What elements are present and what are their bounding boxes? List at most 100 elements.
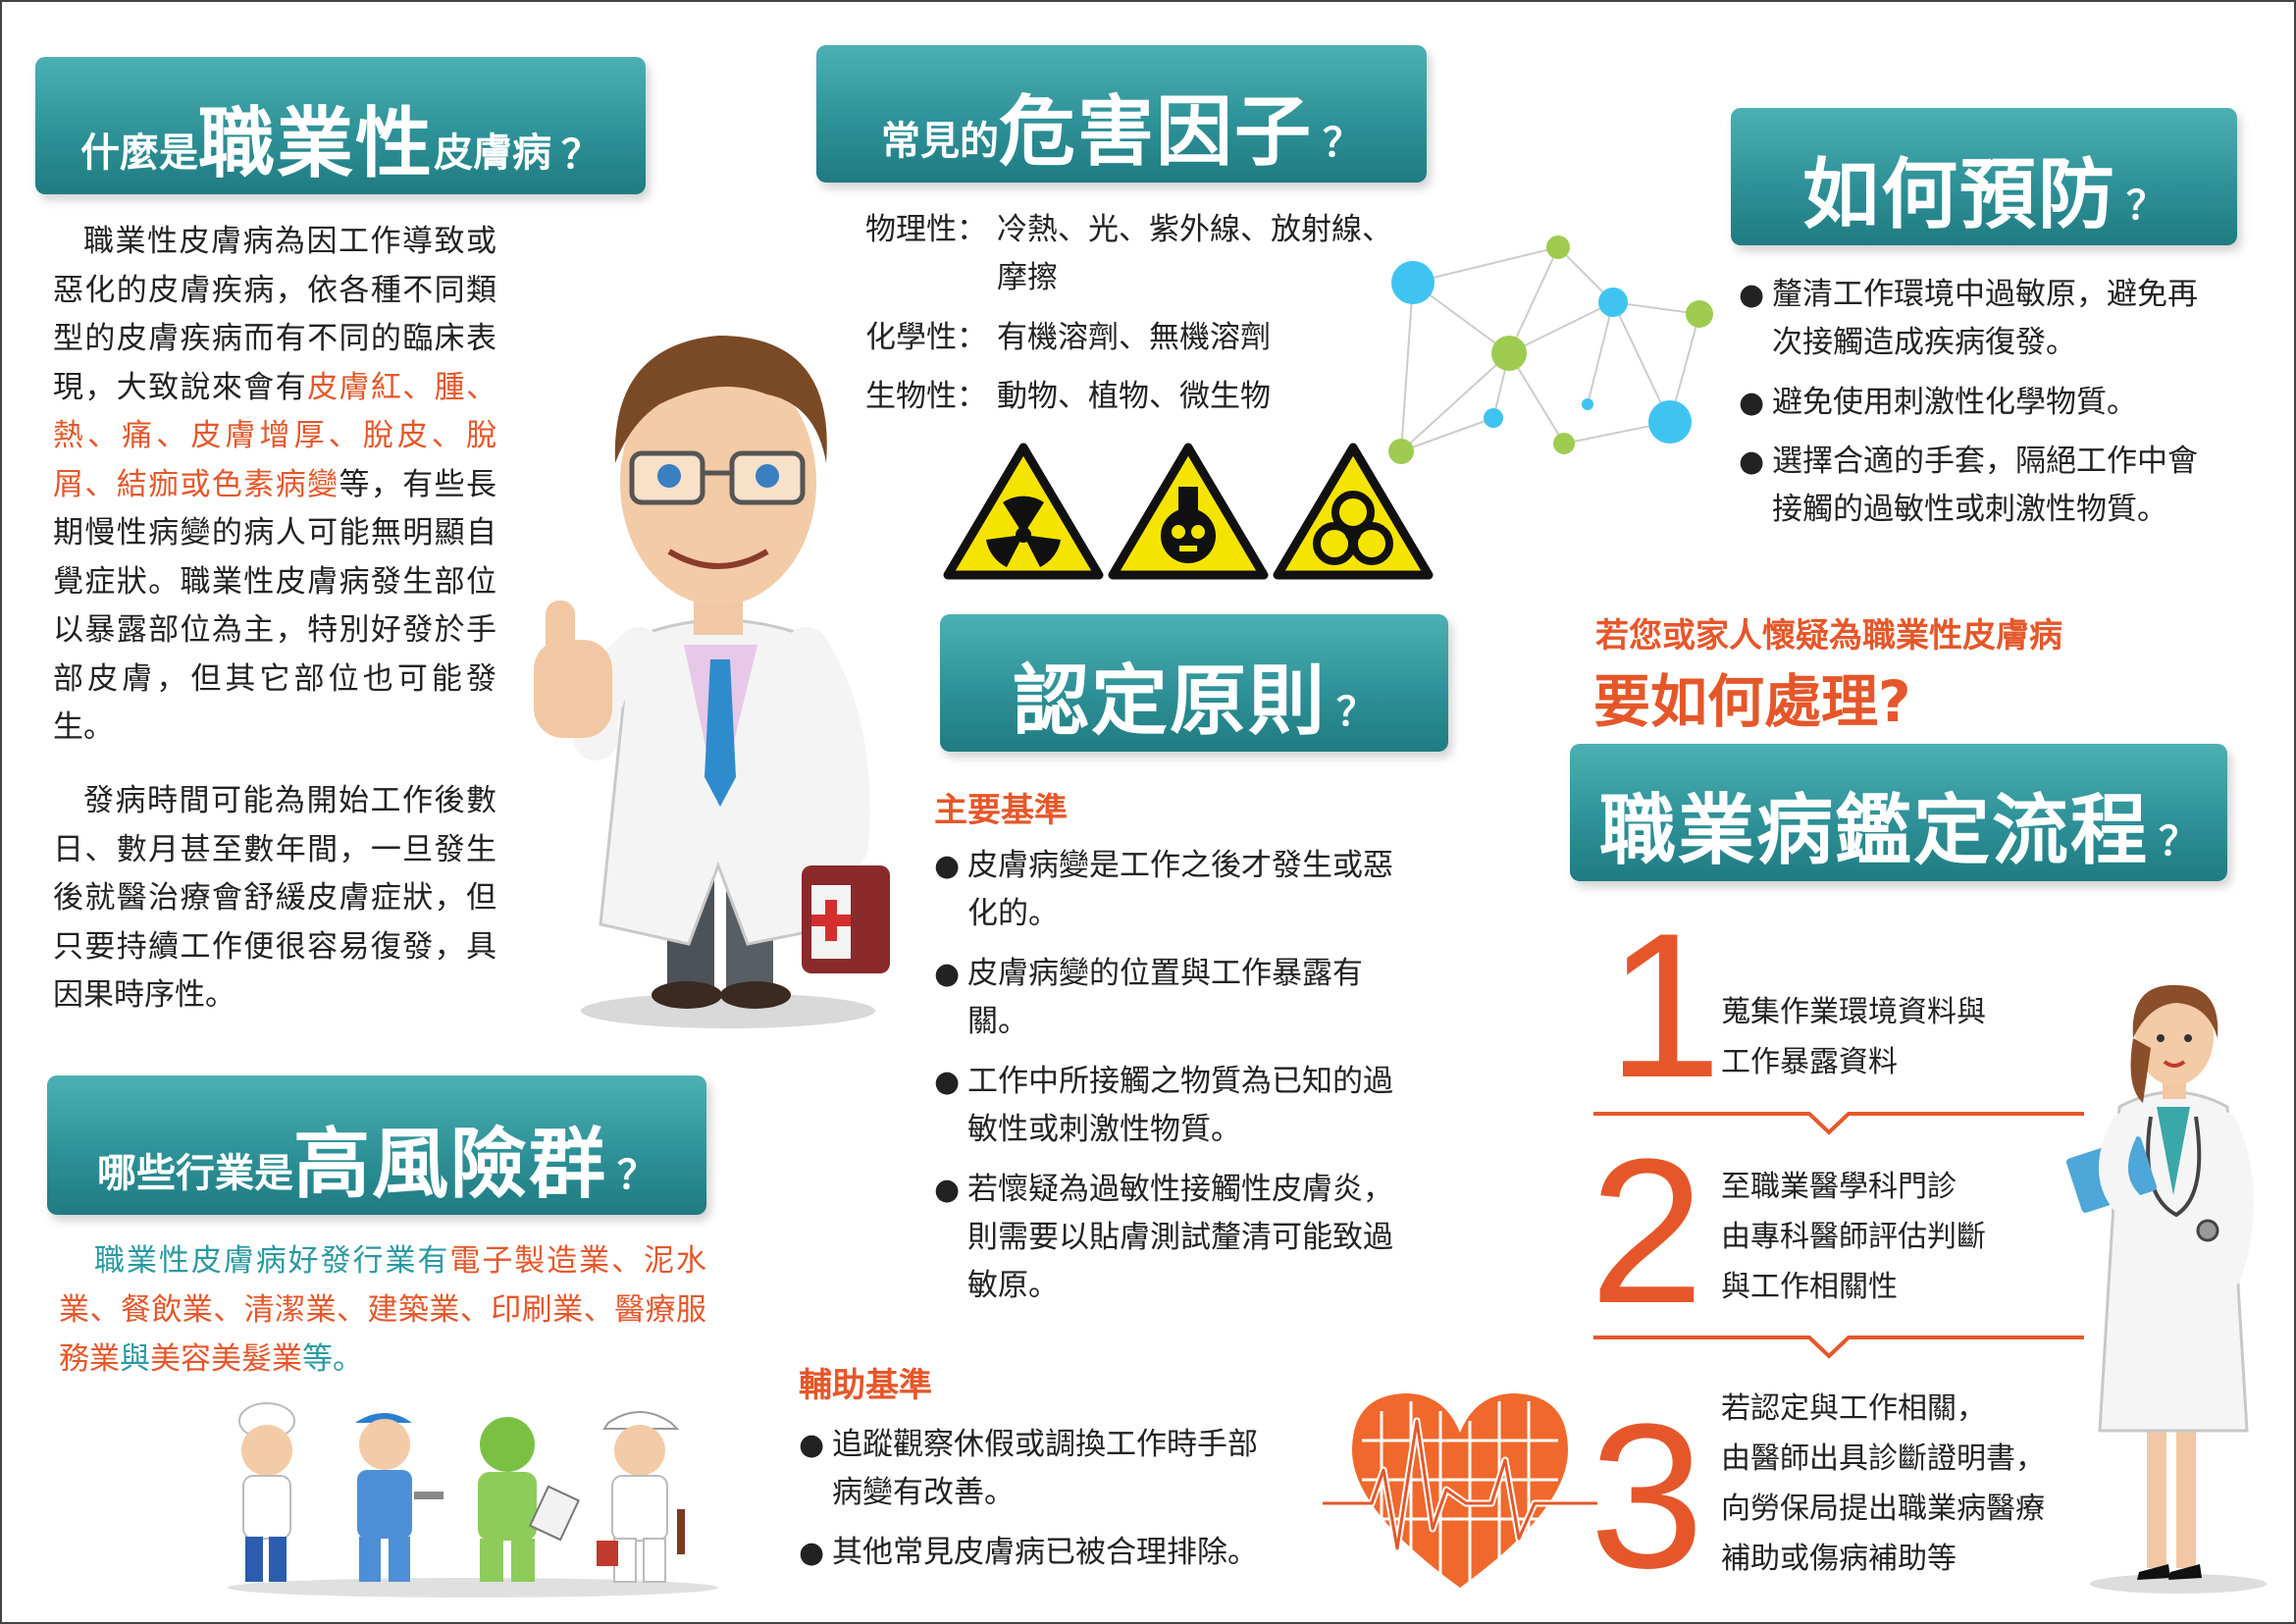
bullet-dot: ● [1739,386,1765,420]
what-is-text-a: 職業性皮膚病為因工作導致或惡化的皮膚疾病，依各種不同類型的皮膚疾病而有不同的臨床… [53,224,496,405]
criteria-line: 關。 [967,1004,1028,1039]
hazard-physical-cont: 摩擦 [997,254,1058,302]
what-is-paragraph-2: 發病時間可能為開始工作後數日、數月甚至數年間，一旦發生後就醫治療會舒緩皮膚症狀，… [53,777,496,1021]
step-2-text: 至職業醫學科門診 由專科醫師評估判斷 與工作相關性 [1721,1162,1986,1312]
process-lead: 若您或家人懷疑為職業性皮膚病 [1595,616,2062,655]
high-risk-beauty: 美容美髮業 [150,1341,302,1377]
main-criteria-item-4: ● 若懷疑為過敏性接觸性皮膚炎， 則需要以貼膚測試釐清可能致過 敏原。 [934,1166,1464,1310]
criteria-line: 則需要以貼膚測試釐清可能致過 [967,1220,1393,1255]
hazard-chemical: 化學性： 有機溶劑、無機溶劑 [865,314,1271,362]
prevention-item-2: ● 避免使用刺激性化學物質。 [1739,379,2269,427]
criteria-line: 皮膚病變的位置與工作暴露有 [967,956,1363,991]
hazard-text: 有機溶劑、無機溶劑 [997,320,1271,355]
bullet-dot: ● [1739,445,1765,479]
criteria-line: 其他常見皮膚病已被合理排除。 [832,1535,1258,1570]
question-mark: ？ [617,1153,656,1198]
title-post: 皮膚病 [434,131,551,176]
biohazard-warning-icon [1273,443,1434,580]
title-pre: 常見的 [880,119,999,164]
male-doctor-illustration [534,336,890,1028]
title-big: 危害因子 [998,88,1313,177]
aux-criteria-item-1: ● 追蹤觀察休假或調換工作時手部 病變有改善。 [799,1421,1348,1517]
step-line: 與工作相關性 [1721,1270,1898,1304]
title-big: 職業性 [197,100,434,188]
step-line: 工作暴露資料 [1721,1045,1898,1079]
prevention-line: 次接觸造成疾病復發。 [1772,325,2076,360]
prevention-line: 接觸的過敏性或刺激性物質。 [1772,492,2167,527]
hazard-label: 化學性： [865,320,987,355]
bullet-dot: ● [934,849,961,883]
high-risk-text-b: 與 [120,1341,150,1377]
what-is-paragraph-1: 職業性皮膚病為因工作導致或惡化的皮膚疾病，依各種不同類型的皮膚疾病而有不同的臨床… [53,218,496,753]
question-mark: ？ [561,132,600,178]
high-risk-text-c: 等。 [302,1341,363,1377]
criteria-line: 病變有改善。 [832,1475,1015,1510]
aux-criteria-heading: 輔助基準 [799,1366,932,1405]
bullet-dot: ● [934,1173,961,1207]
step-number-1: 1 [1607,890,1722,1121]
criteria-line: 敏原。 [967,1268,1059,1303]
step-line: 蒐集作業環境資料與 [1721,995,1986,1029]
what-is-onset-text: 發病時間可能為開始工作後數日、數月甚至數年間，一旦發生後就醫治療會舒緩皮膚症狀，… [53,783,496,1013]
step-line: 由專科醫師評估判斷 [1721,1220,1986,1254]
main-criteria-heading: 主要基準 [934,791,1068,830]
title-big: 認定原則 [1012,657,1327,746]
hazard-text: 動物、植物、微生物 [997,379,1271,414]
radiation-warning-icon [943,443,1104,580]
prevention-item-1: ● 釐清工作環境中過敏原，避免再 次接觸造成疾病復發。 [1739,271,2269,367]
question-mark: ？ [2159,819,2198,864]
criteria-line: 若懷疑為過敏性接觸性皮膚炎， [967,1172,1393,1207]
bullet-dot: ● [799,1536,825,1570]
criteria-line: 追蹤觀察休假或調換工作時手部 [832,1427,1258,1462]
step-number-3: 3 [1590,1381,1704,1611]
step-1-text: 蒐集作業環境資料與 工作暴露資料 [1721,987,1986,1087]
banner-what-is: 什麼是 職業性 皮膚病 ？ [35,57,646,194]
title-big: 如何預防 [1801,151,2116,239]
high-risk-industries: 電子製造業、泥水業、餐飲業、清潔業、建築業、印刷業、醫療服務業 [59,1243,707,1377]
main-criteria-item-2: ● 皮膚病變的位置與工作暴露有 關。 [934,950,1464,1046]
prevention-line: 釐清工作環境中過敏原，避免再 [1772,277,2198,312]
banner-hazards: 常見的 危害因子 ？ [816,45,1427,183]
prevention-line: 選擇合適的手套，隔絕工作中會 [1772,444,2198,479]
prevention-line: 避免使用刺激性化學物質。 [1772,385,2137,420]
banner-high-risk: 哪些行業是 高風險群 ？ [47,1075,706,1215]
banner-prevention: 如何預防 ？ [1731,108,2237,245]
step-number-2: 2 [1590,1116,1704,1346]
criteria-line: 敏性或刺激性物質。 [967,1112,1241,1147]
step-line: 由醫師出具診斷證明書， [1721,1441,2045,1476]
chemical-warning-icon [1108,443,1269,580]
question-mark: ？ [2126,183,2166,229]
step-3-text: 若認定與工作相關， 由醫師出具診斷證明書， 向勞保局提出職業病醫療 補助或傷病補… [1721,1384,2045,1584]
workers-illustration [228,1402,718,1598]
step-divider-arrow [1593,1112,2084,1135]
bullet-dot: ● [934,1065,961,1099]
title-big: 職業病鑑定流程 [1598,787,2149,875]
hazard-text: 冷熱、光、紫外線、放射線、 [997,212,1392,247]
question-mark: ？ [1336,690,1376,735]
prevention-item-3: ● 選擇合適的手套，隔絕工作中會 接觸的過敏性或刺激性物質。 [1739,438,2269,534]
main-criteria-item-1: ● 皮膚病變是工作之後才發生或惡 化的。 [934,842,1464,938]
criteria-line: 皮膚病變是工作之後才發生或惡 [967,848,1393,883]
what-is-text-b: 等，有些長期慢性病變的病人可能無明顯自覺症狀。職業性皮膚病發生部位以暴露部位為主… [53,466,497,746]
title-pre: 哪些行業是 [96,1151,293,1196]
hazard-biological: 生物性： 動物、植物、微生物 [865,373,1271,421]
bullet-dot: ● [934,957,961,991]
banner-criteria: 認定原則 ？ [940,614,1448,752]
step-line: 至職業醫學科門診 [1721,1170,1957,1204]
hazard-label: 物理性： [865,212,987,247]
step-line: 若認定與工作相關， [1721,1391,1986,1426]
bullet-dot: ● [1739,278,1765,312]
molecule-network-illustration [1388,236,1713,464]
step-divider-arrow [1593,1336,2084,1359]
hazard-label: 生物性： [865,379,987,414]
main-criteria-item-3: ● 工作中所接觸之物質為已知的過 敏性或刺激性物質。 [934,1058,1464,1154]
process-lead-big: 要如何處理? [1593,668,1911,735]
high-risk-paragraph: 職業性皮膚病好發行業有電子製造業、泥水業、餐飲業、清潔業、建築業、印刷業、醫療服… [59,1236,706,1384]
step-line: 補助或傷病補助等 [1721,1542,1957,1576]
what-is-symptoms: 皮膚紅、腫、熱、痛、皮膚增厚、脫皮、脫屑、結痂或色素病變 [53,369,497,502]
hazard-text: 摩擦 [997,260,1058,295]
criteria-line: 化的。 [967,896,1059,931]
banner-process: 職業病鑑定流程 ？ [1570,744,2227,881]
title-big: 高風險群 [292,1121,607,1209]
criteria-line: 工作中所接觸之物質為已知的過 [967,1064,1393,1099]
